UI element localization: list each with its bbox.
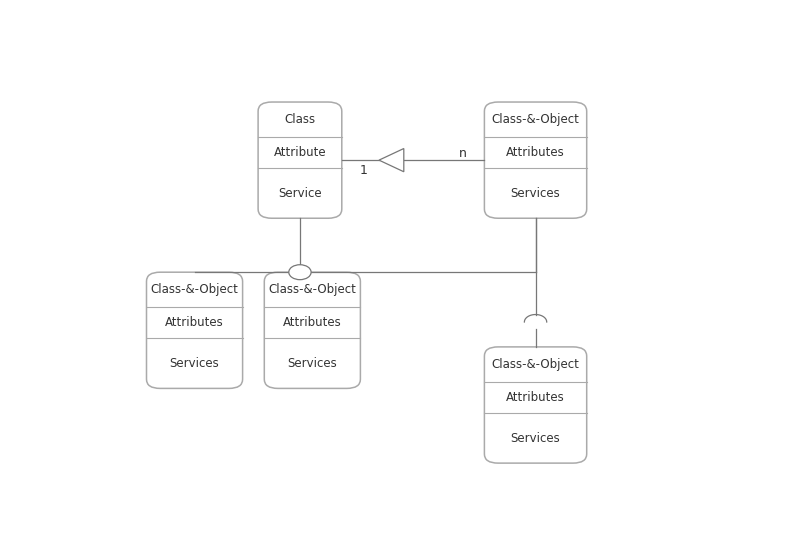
FancyBboxPatch shape (485, 347, 586, 463)
Text: Class-&-Object: Class-&-Object (150, 283, 238, 296)
Text: Class-&-Object: Class-&-Object (269, 283, 356, 296)
Text: Attributes: Attributes (506, 391, 565, 404)
Text: Services: Services (510, 186, 561, 200)
Text: Attributes: Attributes (283, 316, 342, 329)
Text: Attributes: Attributes (165, 316, 224, 329)
Text: Class: Class (284, 113, 315, 126)
FancyBboxPatch shape (264, 272, 361, 389)
Text: Attributes: Attributes (506, 146, 565, 159)
FancyBboxPatch shape (258, 102, 342, 218)
Text: Services: Services (170, 357, 219, 370)
Text: 1: 1 (359, 164, 367, 177)
Text: Service: Service (278, 186, 322, 200)
Text: Services: Services (287, 357, 338, 370)
Text: n: n (458, 147, 466, 161)
Polygon shape (379, 149, 404, 172)
Text: Class-&-Object: Class-&-Object (492, 113, 579, 126)
Circle shape (289, 265, 311, 280)
Text: Attribute: Attribute (274, 146, 326, 159)
FancyBboxPatch shape (146, 272, 242, 389)
Text: Class-&-Object: Class-&-Object (492, 358, 579, 371)
Text: Services: Services (510, 432, 561, 445)
FancyBboxPatch shape (485, 102, 586, 218)
